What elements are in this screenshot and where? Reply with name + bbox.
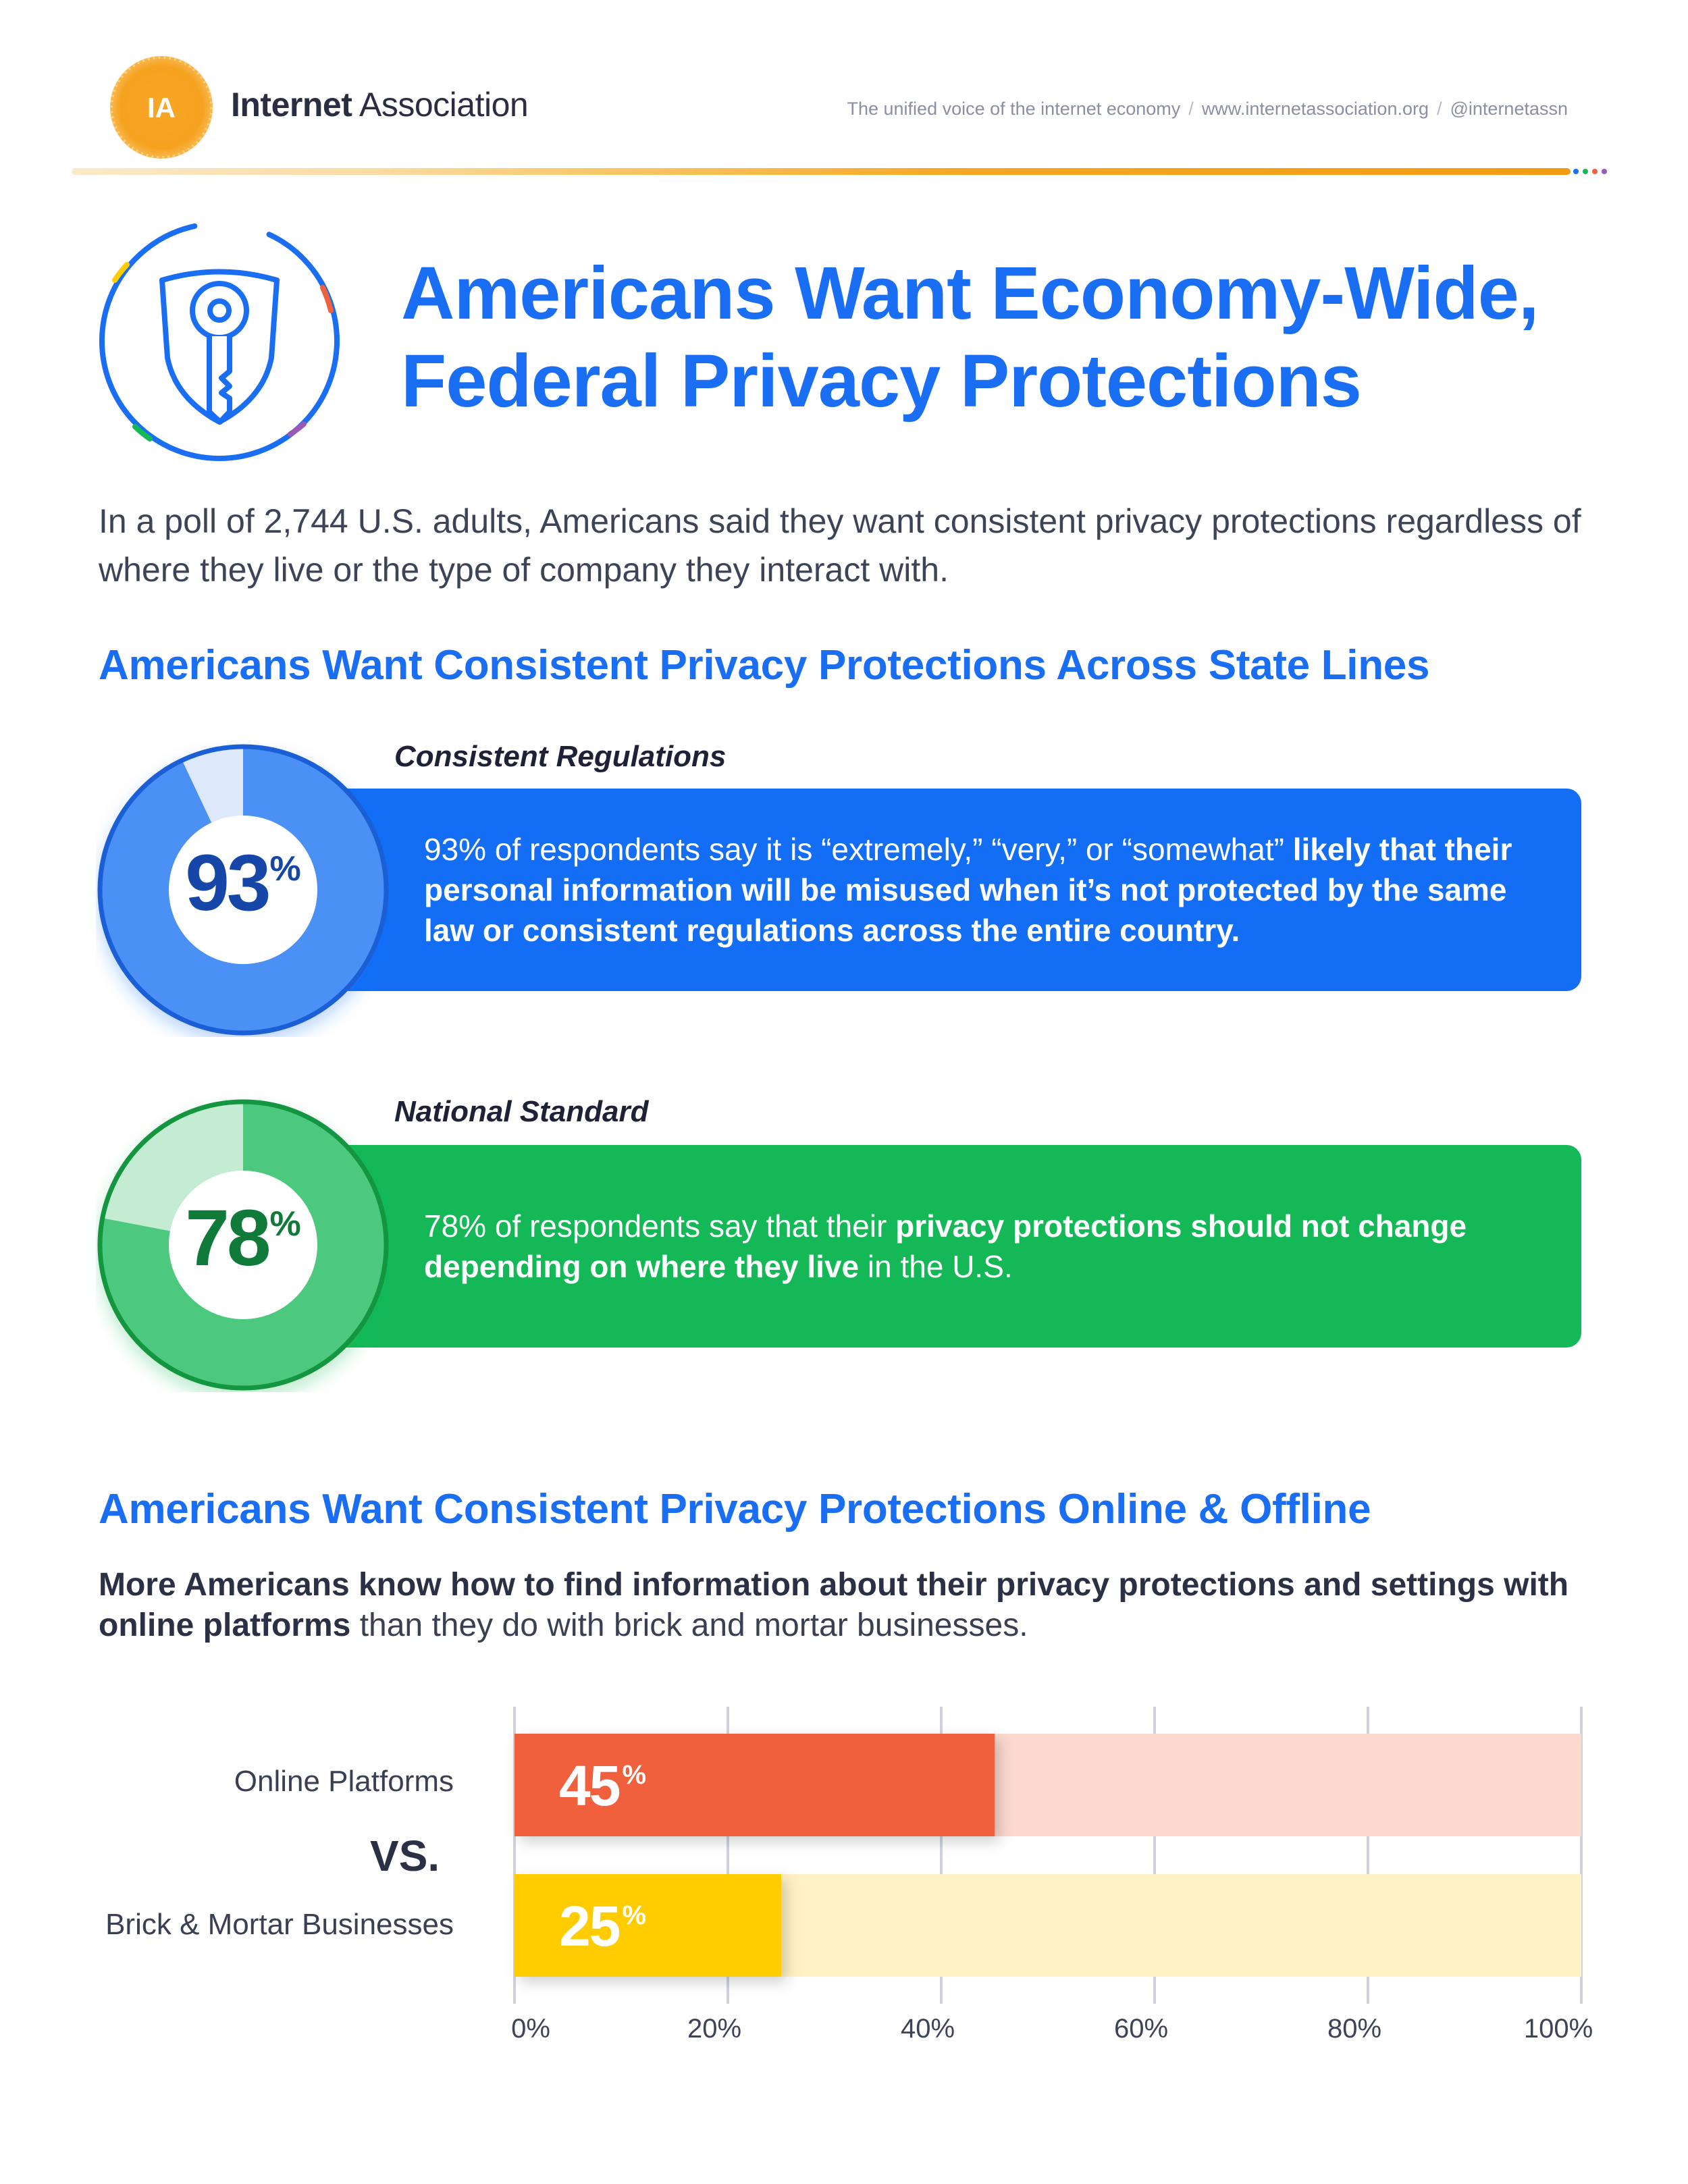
donut-chart-93 xyxy=(97,744,389,1036)
key-shield-icon xyxy=(99,221,340,461)
stat-label-consistent-regulations: Consistent Regulations xyxy=(394,740,727,773)
bar xyxy=(515,1734,995,1836)
x-tick-label: 100% xyxy=(1524,2014,1593,2044)
x-tick-label: 0% xyxy=(511,2014,550,2044)
bar-track xyxy=(515,1734,1581,1836)
bar-value-unit: % xyxy=(622,1760,646,1790)
category-label-brick-mortar: Brick & Mortar Businesses xyxy=(105,1908,454,1941)
bar-track xyxy=(515,1874,1581,1977)
header-divider xyxy=(72,168,1571,175)
section-heading-online-offline: Americans Want Consistent Privacy Protec… xyxy=(99,1486,1371,1533)
x-tick-label: 60% xyxy=(1114,2014,1168,2044)
stat-card-consistent-regulations: 93% of respondents say it is “extremely,… xyxy=(324,789,1581,991)
x-tick-label: 80% xyxy=(1327,2014,1381,2044)
donut-value-93: 93% xyxy=(185,838,301,928)
header-tagline: The unified voice of the internet econom… xyxy=(847,99,1568,119)
tagline-slogan: The unified voice of the internet econom… xyxy=(847,99,1181,119)
bar xyxy=(515,1874,781,1977)
social-handle-link[interactable]: @internetassn xyxy=(1450,99,1568,119)
page-title: Americans Want Economy-Wide, Federal Pri… xyxy=(401,252,1539,423)
footer-space xyxy=(0,2106,1688,2107)
x-tick-label: 40% xyxy=(901,2014,955,2044)
svg-text:IA: IA xyxy=(147,92,176,124)
donut-chart-78 xyxy=(97,1099,389,1391)
ia-logo-badge: IA xyxy=(110,56,213,159)
x-tick-label: 20% xyxy=(687,2014,741,2044)
intro-paragraph: In a poll of 2,744 U.S. adults, American… xyxy=(99,502,1581,589)
section-heading-state-lines: Americans Want Consistent Privacy Protec… xyxy=(99,642,1430,689)
vs-label: VS. xyxy=(370,1832,440,1880)
bar-value-label: 45% xyxy=(559,1754,646,1817)
brand-name: Internet Association xyxy=(231,86,529,124)
stat-card-national-standard: 78% of respondents say that their privac… xyxy=(324,1145,1581,1348)
section-lede: More Americans know how to find informat… xyxy=(99,1567,1569,1643)
website-link[interactable]: www.internetassociation.org xyxy=(1201,99,1429,119)
stat-label-national-standard: National Standard xyxy=(394,1095,649,1128)
bar-value-label: 25% xyxy=(559,1894,646,1958)
donut-value-78: 78% xyxy=(185,1194,301,1283)
bar-value-unit: % xyxy=(622,1900,646,1930)
divider-dots xyxy=(1573,169,1607,174)
stat-description: 78% of respondents say that their privac… xyxy=(424,1208,1467,1284)
category-label-online-platforms: Online Platforms xyxy=(234,1765,454,1798)
stat-description: 93% of respondents say it is “extremely,… xyxy=(424,832,1512,948)
